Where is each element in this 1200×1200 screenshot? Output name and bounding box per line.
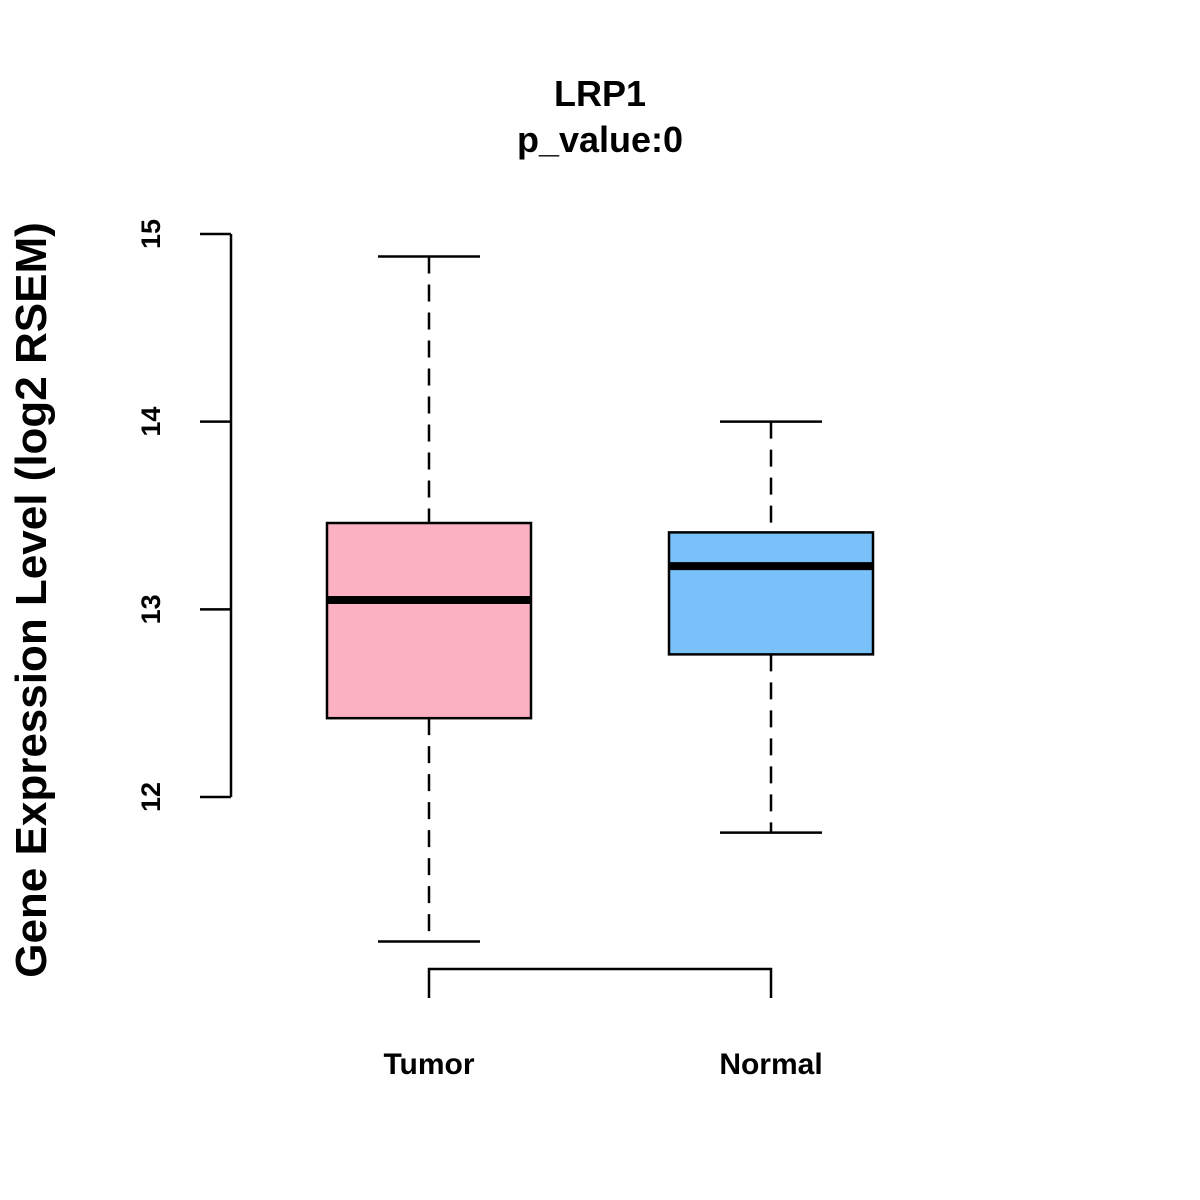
y-axis-label: Gene Expression Level (log2 RSEM): [7, 222, 56, 978]
chart-title: LRP1: [554, 73, 646, 114]
category-label-tumor: Tumor: [383, 1048, 474, 1081]
iqr-box: [667, 531, 875, 656]
comparison-bracket: [427, 967, 773, 998]
y-tick-label-12: 12: [136, 782, 166, 812]
iqr-box: [325, 521, 533, 720]
y-axis: 12 13 14 15: [136, 219, 233, 812]
category-label-normal: Normal: [719, 1048, 822, 1081]
boxes-group: [325, 255, 875, 943]
y-tick-label-13: 13: [136, 594, 166, 624]
box-normal: [667, 420, 875, 834]
bracket-line: [427, 967, 773, 998]
category-labels: Tumor Normal: [383, 1048, 822, 1081]
box-tumor: [325, 255, 533, 943]
chart-subtitle: p_value:0: [517, 119, 683, 160]
y-tick-label-14: 14: [136, 407, 166, 437]
y-tick-label-15: 15: [136, 219, 166, 249]
